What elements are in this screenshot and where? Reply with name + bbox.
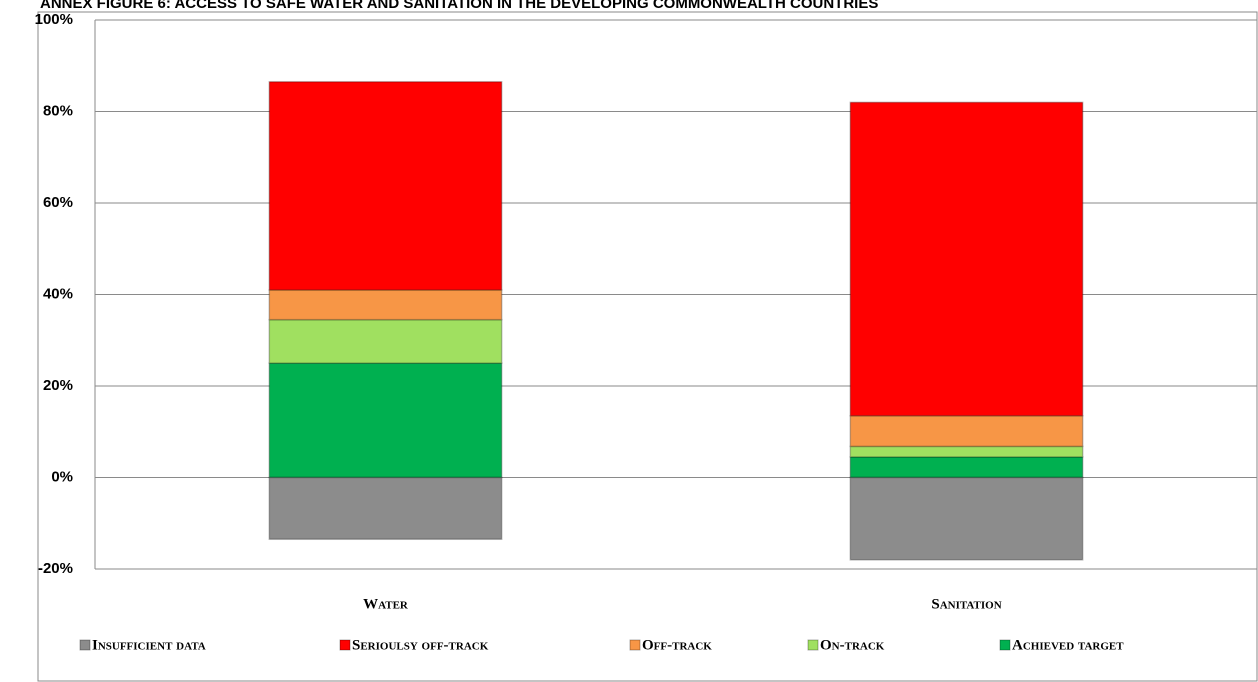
legend-label: Insufficient data bbox=[92, 637, 206, 653]
bar-segment bbox=[268, 289, 503, 321]
bar-segment bbox=[849, 476, 1084, 561]
y-tick-label: 20% bbox=[43, 377, 73, 394]
legend-label: Serioulsy off-track bbox=[352, 637, 489, 653]
legend-label: On-track bbox=[820, 637, 885, 653]
y-tick-label: 0% bbox=[51, 468, 73, 485]
bar-segment bbox=[268, 362, 503, 479]
legend-swatch bbox=[629, 639, 641, 651]
bar-segment bbox=[268, 318, 503, 364]
x-tick-label: Water bbox=[363, 596, 409, 612]
bar-segment bbox=[849, 101, 1084, 417]
y-tick-label: 40% bbox=[43, 285, 73, 302]
bar-segment bbox=[849, 445, 1084, 458]
y-tick-label: -20% bbox=[38, 560, 73, 577]
legend-label: Off-track bbox=[642, 637, 712, 653]
legend-swatch bbox=[339, 639, 351, 651]
legend-swatch bbox=[807, 639, 819, 651]
legend-swatch bbox=[999, 639, 1011, 651]
legend-label: Achieved target bbox=[1012, 637, 1124, 653]
bar-segment bbox=[849, 414, 1084, 448]
y-tick-label: 100% bbox=[35, 11, 73, 28]
x-tick-label: Sanitation bbox=[931, 596, 1001, 612]
y-tick-label: 60% bbox=[43, 194, 73, 211]
bar-segment bbox=[268, 476, 503, 541]
bar-segment bbox=[849, 456, 1084, 479]
legend-swatch bbox=[79, 639, 91, 651]
y-tick-label: 80% bbox=[43, 102, 73, 119]
chart-border bbox=[37, 11, 1258, 682]
bar-segment bbox=[268, 81, 503, 291]
chart-title: ANNEX FIGURE 6: ACCESS TO SAFE WATER AND… bbox=[40, 0, 878, 12]
